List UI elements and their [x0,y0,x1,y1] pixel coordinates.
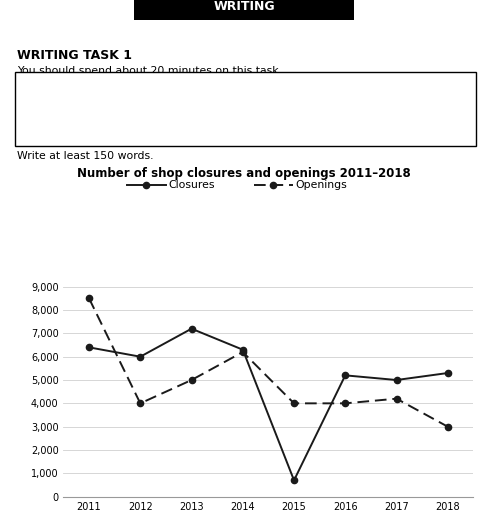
Text: The graph below shows the number of shops that closed and the number of
new shop: The graph below shows the number of shop… [27,80,455,103]
Text: Number of shop closures and openings 2011–2018: Number of shop closures and openings 201… [77,167,411,180]
Text: Openings: Openings [295,180,347,190]
Text: Write at least 150 words.: Write at least 150 words. [17,151,154,161]
Text: WRITING TASK 1: WRITING TASK 1 [17,49,132,61]
Text: Summarise the information by selecting and reporting the main features, and
make: Summarise the information by selecting a… [27,111,466,134]
Text: Closures: Closures [168,180,215,190]
Text: You should spend about 20 minutes on this task.: You should spend about 20 minutes on thi… [17,66,282,76]
Text: WRITING: WRITING [213,0,275,13]
